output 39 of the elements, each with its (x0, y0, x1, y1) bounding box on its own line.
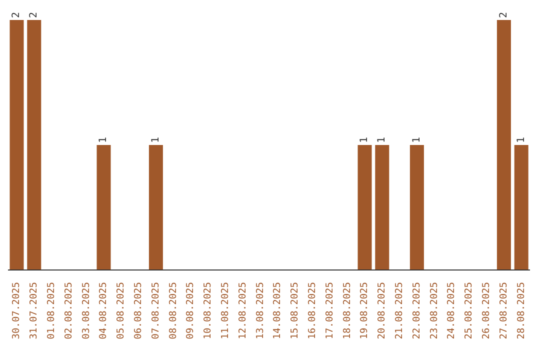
data-label: 1 (516, 136, 527, 143)
x-tick-label: 04.08.2025 (98, 282, 110, 340)
data-label: 1 (359, 136, 370, 143)
data-label: 1 (411, 136, 422, 143)
x-tick-label: 20.08.2025 (376, 282, 388, 340)
x-tick-label: 06.08.2025 (133, 282, 144, 340)
x-tick-label: 15.08.2025 (290, 282, 301, 340)
x-tick-label: 22.08.2025 (411, 282, 422, 340)
x-tick-label: 05.08.2025 (116, 282, 127, 340)
x-tick-label: 09.08.2025 (185, 282, 196, 340)
x-tick-label: 13.08.2025 (254, 282, 266, 340)
x-tick-label: 31.07.2025 (28, 282, 40, 340)
x-tick-label: 07.08.2025 (150, 282, 162, 340)
x-tick-label: 14.08.2025 (272, 282, 284, 340)
data-label: 2 (11, 12, 22, 18)
data-label: 1 (150, 136, 162, 143)
data-label: 1 (98, 136, 110, 143)
x-tick-label: 19.08.2025 (359, 282, 370, 340)
x-tick-label: 24.08.2025 (446, 282, 458, 340)
x-tick-label: 26.08.2025 (481, 282, 492, 340)
x-tick-label: 25.08.2025 (464, 282, 475, 340)
x-tick-label: 23.08.2025 (428, 282, 440, 340)
x-tick-label: 08.08.2025 (168, 282, 179, 340)
x-tick-label: 17.08.2025 (324, 282, 336, 340)
x-tick-label: 12.08.2025 (237, 282, 248, 340)
x-tick-label: 21.08.2025 (394, 282, 405, 340)
x-tick-label: 30.07.2025 (11, 282, 22, 340)
x-tick-label: 10.08.2025 (202, 282, 214, 340)
data-label: 2 (498, 12, 510, 18)
x-tick-label: 28.08.2025 (516, 282, 527, 340)
x-tick-label: 27.08.2025 (498, 282, 510, 340)
x-tick-label: 01.08.2025 (46, 282, 57, 340)
x-tick-label: 03.08.2025 (80, 282, 92, 340)
data-label: 1 (376, 136, 388, 143)
x-tick-label: 18.08.2025 (342, 282, 353, 340)
x-tick-label: 11.08.2025 (220, 282, 231, 340)
x-tick-label: 02.08.2025 (63, 282, 74, 340)
data-label: 2 (28, 12, 40, 18)
x-tick-label: 16.08.2025 (307, 282, 318, 340)
